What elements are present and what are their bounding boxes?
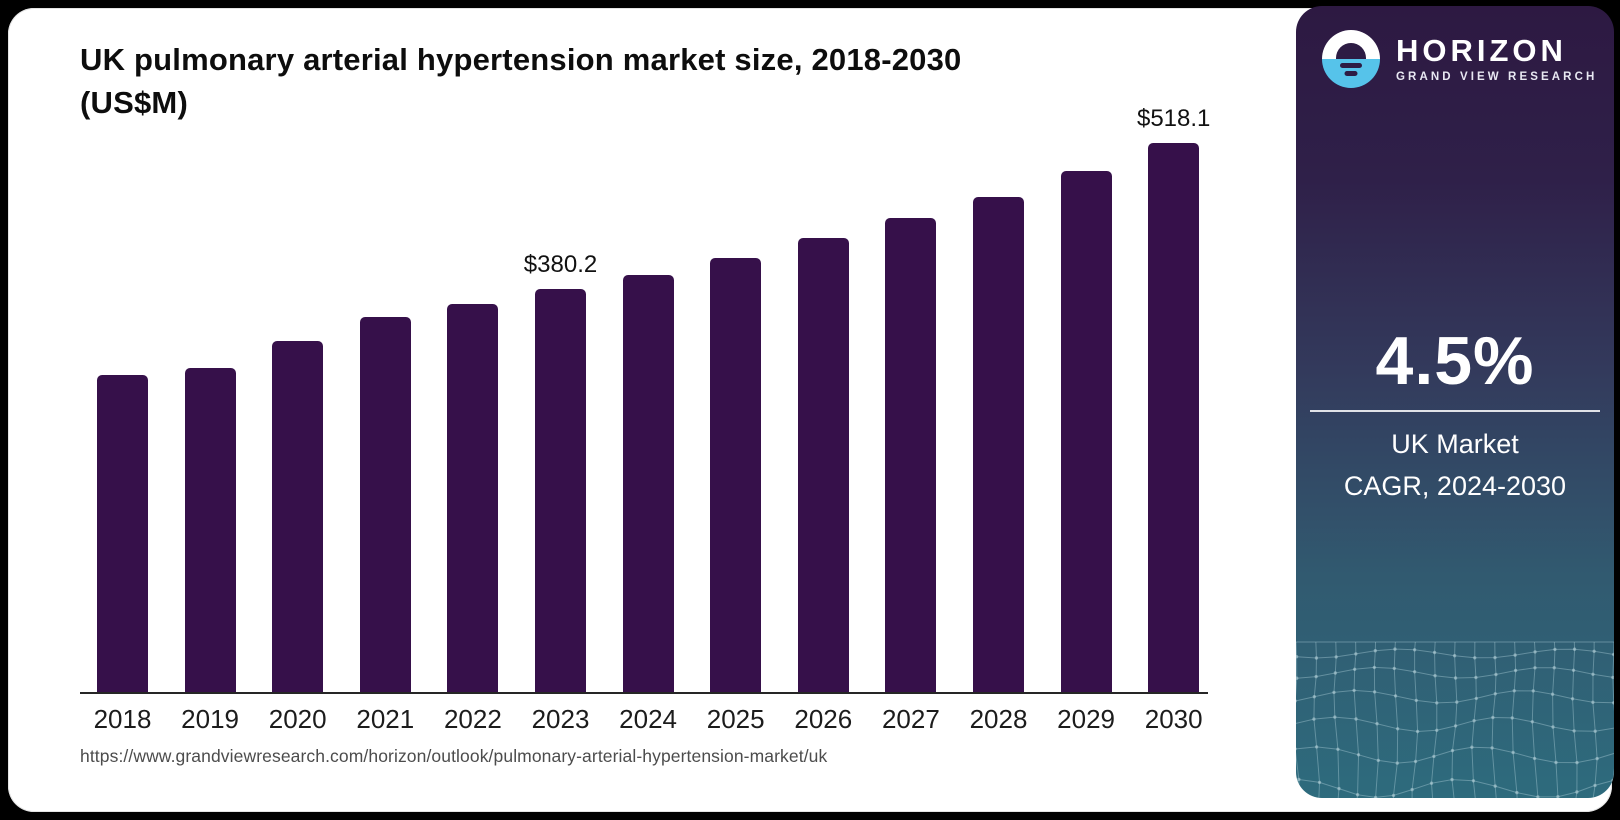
horizon-logo-icon: [1322, 30, 1380, 88]
x-axis-label-2029: 2029: [1057, 704, 1116, 734]
bar-value-label-2030: $518.1: [1136, 105, 1211, 132]
bar-2028: [973, 196, 1024, 692]
x-axis-label-2019: 2019: [181, 704, 240, 734]
bar-2026: [797, 237, 849, 692]
bar-2023: [535, 289, 586, 692]
x-axis-label-2028: 2028: [969, 704, 1028, 734]
source-url: https://www.grandviewresearch.com/horizo…: [80, 746, 828, 766]
sun-dome-icon: [1336, 43, 1366, 59]
cagr-caption: UK Market CAGR, 2024-2030: [1296, 424, 1614, 508]
x-axis-label-2026: 2026: [794, 704, 853, 734]
bar-2018: [97, 374, 148, 692]
cagr-caption-line2: CAGR, 2024-2030: [1343, 470, 1567, 501]
bar-2029: [1060, 170, 1112, 692]
x-axis-label-2027: 2027: [881, 704, 940, 734]
brand-subtitle: GRAND VIEW RESEARCH: [1396, 70, 1598, 83]
bar-2025: [710, 257, 762, 692]
chart-title-line2: (US$M): [80, 85, 188, 121]
brand-sidebar: HORIZON GRAND VIEW RESEARCH 4.5% UK Mark…: [1296, 6, 1614, 798]
bar-value-label-2023: $380.2: [523, 251, 598, 279]
chart-title: UK pulmonary arterial hypertension marke…: [80, 38, 1160, 125]
x-axis-label-2018: 2018: [93, 704, 152, 734]
cagr-caption-line1: UK Market: [1391, 429, 1519, 459]
plot-area: 2018 2019 2020 2021 2022 $380.2 2023 2024 2025 20…: [80, 105, 1210, 734]
x-axis-label-2020: 2020: [268, 704, 327, 734]
stat-divider: [1310, 410, 1600, 412]
x-axis-label-2024: 2024: [619, 704, 678, 734]
bar-2024: [622, 274, 674, 692]
x-axis-label-2023: 2023: [531, 704, 590, 734]
wireframe-mesh-decoration: [1296, 630, 1614, 798]
chart-title-line1: UK pulmonary arterial hypertension marke…: [80, 42, 962, 77]
bar-2022: [447, 303, 499, 692]
bar-2027: [885, 217, 937, 692]
x-axis-label-2025: 2025: [706, 704, 765, 734]
brand-text: HORIZON GRAND VIEW RESEARCH: [1396, 35, 1597, 84]
bar-2020: [272, 340, 324, 692]
cagr-value: 4.5%: [1375, 323, 1535, 399]
bar-2021: [359, 316, 411, 692]
bar-2019: [184, 367, 236, 692]
x-axis-label-2021: 2021: [356, 704, 415, 734]
brand-name: HORIZON: [1396, 32, 1567, 68]
bar-2030: [1148, 143, 1200, 692]
x-axis-label-2030: 2030: [1144, 704, 1203, 734]
x-axis-label-2022: 2022: [443, 704, 502, 734]
horizon-logo: HORIZON GRAND VIEW RESEARCH: [1322, 30, 1597, 88]
